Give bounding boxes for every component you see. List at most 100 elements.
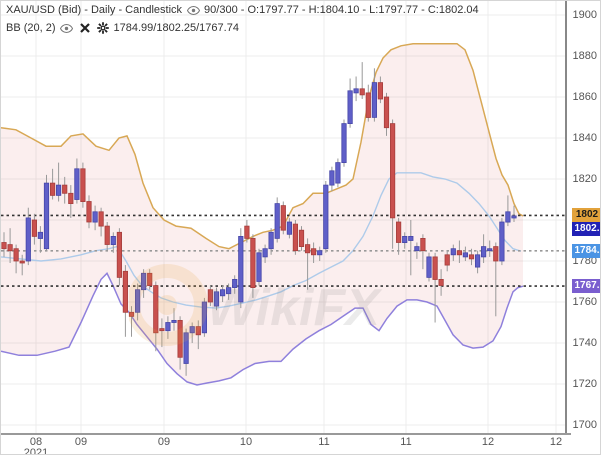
eye-icon[interactable] — [60, 22, 74, 34]
candle — [365, 92, 371, 118]
candle — [487, 248, 493, 252]
candle — [104, 225, 110, 245]
candle — [183, 332, 189, 364]
candle — [402, 235, 408, 243]
candle — [1, 242, 7, 250]
gear-icon[interactable] — [96, 22, 110, 34]
bollinger-fill — [1, 43, 523, 385]
candle — [274, 203, 280, 239]
candle — [177, 319, 183, 358]
candle — [165, 322, 171, 332]
candle — [25, 217, 31, 262]
candle — [171, 319, 177, 323]
candle — [426, 256, 432, 278]
candle — [189, 326, 195, 334]
candle — [268, 231, 274, 250]
price-tick-label: 1780 — [572, 255, 597, 267]
candle — [505, 211, 511, 223]
candle — [432, 256, 438, 280]
candle — [50, 182, 56, 196]
candle — [499, 221, 505, 262]
candle — [462, 252, 469, 258]
price-tick-label: 1720 — [572, 378, 597, 390]
date-tick-label: 09 — [157, 436, 171, 448]
candle — [359, 88, 365, 96]
price-tick-label: 1880 — [572, 50, 597, 62]
chart-header-line2: BB (20, 2) 1784.99/1802.25/1767.74 — [6, 22, 239, 34]
price-badge: 1767. — [572, 279, 600, 293]
date-tick-label: 12 — [481, 436, 495, 448]
price-tick-label: 1700 — [572, 419, 597, 431]
candle — [511, 215, 517, 219]
candle — [335, 162, 341, 184]
date-tick-label: 11 — [318, 436, 330, 448]
candle — [414, 246, 420, 252]
chart-header-line1: XAU/USD (Bid) - Daily - Candlestick 90/3… — [6, 4, 479, 16]
candle — [159, 328, 165, 332]
price-tick-label: 1900 — [572, 9, 597, 21]
price-tick-label: 1820 — [572, 173, 597, 185]
price-tick-label: 1840 — [572, 132, 597, 144]
ohlc-readout: 90/300 - O:1797.77 - H:1804.10 - L:1797.… — [204, 4, 479, 16]
candle — [468, 254, 475, 260]
price-badge: 1802. — [572, 222, 600, 236]
date-tick-label: 10 — [239, 436, 253, 448]
candle — [310, 248, 317, 256]
candle — [317, 250, 323, 256]
candle — [493, 246, 499, 262]
candle — [68, 192, 74, 205]
eye-icon[interactable] — [186, 4, 200, 16]
candle — [225, 287, 232, 295]
indicator-title: BB (20, 2) — [6, 22, 56, 34]
candle — [195, 326, 201, 336]
candle — [371, 82, 378, 118]
candle — [456, 250, 463, 256]
candle — [116, 231, 122, 278]
candle — [207, 289, 213, 303]
candle — [13, 248, 19, 262]
date-tick-label: 12 — [549, 436, 563, 448]
date-tick-label: 09 — [74, 436, 88, 448]
candle — [298, 229, 305, 247]
candle — [92, 211, 98, 223]
candle — [244, 225, 250, 239]
candle — [122, 270, 128, 313]
candle — [219, 289, 226, 297]
candle — [134, 289, 141, 313]
candle — [147, 272, 153, 286]
close-icon[interactable] — [78, 22, 92, 34]
candle — [256, 252, 262, 282]
candle — [110, 235, 116, 245]
candle — [474, 254, 481, 268]
candle — [262, 248, 268, 258]
candle — [232, 278, 238, 288]
price-badge: 1784. — [572, 244, 600, 258]
candle — [304, 244, 311, 254]
price-tick-label: 1740 — [572, 337, 597, 349]
candle — [280, 205, 286, 231]
bollinger-lower-line — [1, 272, 524, 386]
candle — [19, 260, 25, 264]
price-tick-label: 1760 — [572, 296, 597, 308]
candle — [213, 291, 220, 307]
candle — [37, 231, 44, 239]
price-tick-label: 1860 — [572, 91, 597, 103]
candle — [238, 235, 244, 303]
candle — [450, 248, 456, 256]
candle — [7, 244, 13, 252]
time-axis[interactable]: 08 2021 09 09 10 11 11 12 12 — [1, 433, 571, 454]
indicator-values: 1784.99/1802.25/1767.74 — [113, 22, 239, 34]
symbol-title: XAU/USD (Bid) - Daily - Candlestick — [6, 4, 183, 16]
candle — [140, 272, 147, 291]
candle — [377, 82, 384, 100]
candle — [153, 285, 159, 334]
candle — [56, 184, 62, 196]
candle — [408, 235, 414, 241]
candle — [292, 223, 299, 252]
candle — [389, 123, 396, 219]
candle — [480, 246, 487, 258]
candle — [74, 168, 80, 200]
candle — [438, 278, 444, 286]
